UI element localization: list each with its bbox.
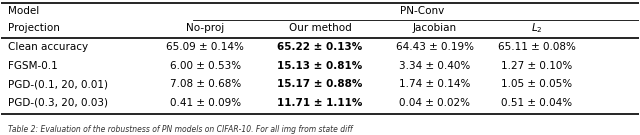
Text: Projection: Projection (8, 23, 60, 33)
Text: 0.04 ± 0.02%: 0.04 ± 0.02% (399, 97, 470, 107)
Text: 1.27 ± 0.10%: 1.27 ± 0.10% (501, 61, 572, 71)
Text: 65.11 ± 0.08%: 65.11 ± 0.08% (498, 42, 575, 52)
Text: 1.05 ± 0.05%: 1.05 ± 0.05% (501, 79, 572, 89)
Text: 65.09 ± 0.14%: 65.09 ± 0.14% (166, 42, 244, 52)
Text: $L_2$: $L_2$ (531, 21, 543, 35)
Text: Jacobian: Jacobian (413, 23, 457, 33)
Text: 15.13 ± 0.81%: 15.13 ± 0.81% (277, 61, 363, 71)
Text: 6.00 ± 0.53%: 6.00 ± 0.53% (170, 61, 241, 71)
Text: 1.74 ± 0.14%: 1.74 ± 0.14% (399, 79, 470, 89)
Text: 7.08 ± 0.68%: 7.08 ± 0.68% (170, 79, 241, 89)
Text: 0.51 ± 0.04%: 0.51 ± 0.04% (501, 97, 572, 107)
Text: PGD-(0.3, 20, 0.03): PGD-(0.3, 20, 0.03) (8, 97, 108, 107)
Text: 0.41 ± 0.09%: 0.41 ± 0.09% (170, 97, 241, 107)
Text: Our method: Our method (289, 23, 351, 33)
Text: PGD-(0.1, 20, 0.01): PGD-(0.1, 20, 0.01) (8, 79, 108, 89)
Text: FGSM-0.1: FGSM-0.1 (8, 61, 58, 71)
Text: PN-Conv: PN-Conv (400, 6, 444, 16)
Text: 15.17 ± 0.88%: 15.17 ± 0.88% (277, 79, 363, 89)
Text: 65.22 ± 0.13%: 65.22 ± 0.13% (277, 42, 363, 52)
Text: 11.71 ± 1.11%: 11.71 ± 1.11% (277, 97, 363, 107)
Text: 3.34 ± 0.40%: 3.34 ± 0.40% (399, 61, 470, 71)
Text: Model: Model (8, 6, 39, 16)
Text: Clean accuracy: Clean accuracy (8, 42, 88, 52)
Text: No-proj: No-proj (186, 23, 225, 33)
Text: Table 2: Evaluation of the robustness of PN models on CIFAR-10. For all img from: Table 2: Evaluation of the robustness of… (8, 126, 352, 134)
Text: 64.43 ± 0.19%: 64.43 ± 0.19% (396, 42, 474, 52)
